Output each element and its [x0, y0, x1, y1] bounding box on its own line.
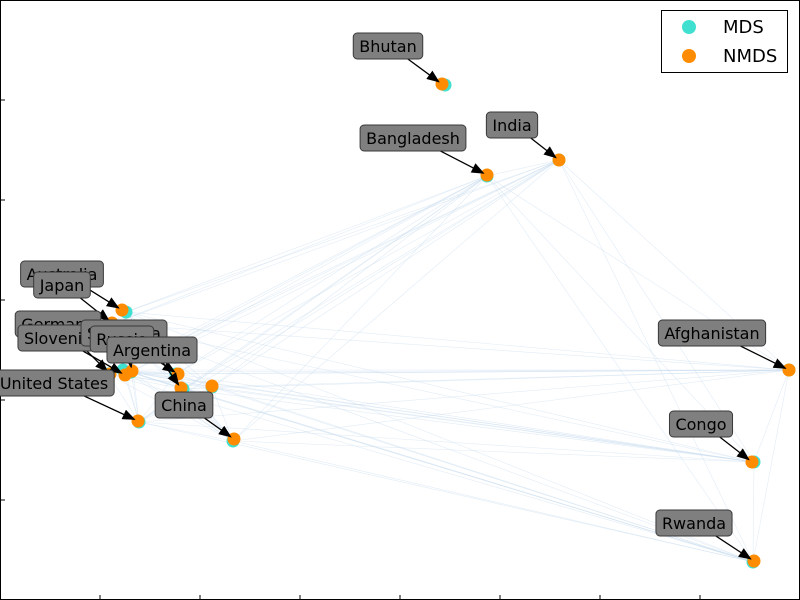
- distance-edge: [125, 311, 755, 463]
- distance-edge: [138, 421, 755, 463]
- annotation-box: [154, 391, 214, 419]
- annotation-box: [352, 32, 424, 60]
- distance-edge: [125, 175, 488, 313]
- annotation-box: [0, 369, 115, 397]
- distance-edges: [107, 159, 790, 563]
- distance-edge: [486, 159, 560, 177]
- annotation-arrow: [161, 361, 180, 386]
- nmds-point: [435, 77, 449, 91]
- nmds-point: [205, 379, 219, 393]
- legend-entry-nmds: NMDS: [662, 44, 787, 68]
- annotation-box: [485, 111, 539, 139]
- distance-edge: [232, 440, 755, 463]
- annotation-congo: Congo: [668, 410, 750, 461]
- nmds-point: [552, 153, 566, 167]
- distance-edge: [130, 369, 790, 373]
- distance-edge: [175, 175, 488, 375]
- distance-edge: [125, 311, 790, 371]
- distance-edge: [122, 159, 560, 371]
- distance-edge: [111, 323, 790, 371]
- annotation-label: United States: [0, 374, 108, 393]
- legend-label-mds: MDS: [723, 17, 764, 38]
- nmds-point: [480, 168, 494, 182]
- annotation-slovenia: Slovenia: [17, 324, 123, 374]
- annotation-label: Rwanda: [662, 514, 726, 533]
- nmds-point: [782, 363, 796, 377]
- distance-edge: [211, 386, 755, 463]
- annotation-united-states: United States: [0, 369, 136, 420]
- annotation-label: Bhutan: [359, 37, 416, 56]
- annotation-box: [106, 336, 198, 364]
- annotation-box: [657, 319, 767, 347]
- distance-edge: [182, 388, 755, 463]
- distance-edge: [130, 159, 560, 373]
- distance-edge: [138, 175, 488, 423]
- distance-edge: [111, 159, 560, 325]
- distance-edge: [107, 373, 754, 563]
- nmds-point: [227, 432, 241, 446]
- distance-edge: [753, 369, 790, 463]
- distance-edge: [752, 369, 790, 563]
- nmds-point: [125, 364, 139, 378]
- legend-marker-mds: [682, 20, 696, 34]
- annotation-argentina: Argentina: [106, 336, 198, 386]
- annotation-label: Bangladesh: [366, 129, 460, 148]
- distance-edge: [130, 371, 140, 423]
- annotation-japan: Japan: [33, 271, 110, 322]
- distance-edge: [138, 159, 560, 423]
- distance-edge: [211, 369, 790, 388]
- annotation-label: China: [161, 396, 207, 415]
- annotation-label: Slovenia: [24, 329, 92, 348]
- annotation-box: [359, 124, 467, 152]
- legend: MDS NMDS: [661, 10, 788, 73]
- nmds-point: [745, 455, 759, 469]
- distance-edge: [138, 421, 754, 563]
- distance-edge: [486, 175, 754, 563]
- distance-edge: [175, 373, 755, 463]
- nmds-point: [131, 414, 145, 428]
- distance-edge: [125, 159, 560, 313]
- annotation-bangladesh: Bangladesh: [359, 124, 485, 174]
- annotation-label: Japan: [39, 276, 85, 295]
- distance-edge: [111, 175, 488, 325]
- distance-edge: [130, 371, 755, 463]
- distance-edge: [138, 369, 790, 423]
- annotation-box: [668, 410, 734, 438]
- nmds-point: [747, 554, 761, 568]
- annotation-box: [33, 271, 91, 299]
- annotation-afghanistan: Afghanistan: [657, 319, 787, 369]
- legend-label-nmds: NMDS: [723, 46, 778, 67]
- distance-edge: [175, 159, 560, 375]
- distance-edge: [232, 369, 790, 442]
- distance-edge: [175, 369, 790, 375]
- distance-edge: [125, 311, 754, 563]
- distance-edge: [182, 159, 560, 390]
- annotation-bhutan: Bhutan: [352, 32, 440, 83]
- annotation-label: Congo: [675, 415, 726, 434]
- annotation-china: China: [154, 391, 232, 438]
- distance-edge: [211, 175, 488, 388]
- legend-entry-mds: MDS: [662, 15, 787, 39]
- annotation-box: [655, 509, 733, 537]
- annotation-label: Argentina: [113, 341, 191, 360]
- distance-edge: [232, 440, 754, 563]
- legend-marker-nmds: [682, 49, 696, 63]
- annotation-label: Afghanistan: [664, 324, 759, 343]
- nmds-point: [115, 303, 129, 317]
- distance-edge: [138, 421, 234, 442]
- distance-edge: [232, 175, 488, 442]
- annotation-rwanda: Rwanda: [655, 509, 752, 560]
- distance-edge: [558, 159, 754, 563]
- annotation-label: India: [492, 116, 531, 135]
- distance-edge: [752, 461, 755, 563]
- distance-edge: [232, 159, 560, 442]
- distance-edge: [130, 371, 184, 390]
- distance-edge: [211, 159, 560, 388]
- distance-edge: [111, 323, 755, 463]
- annotations: BhutanIndiaBangladeshAustraliaJapanGerma…: [0, 32, 787, 560]
- annotation-india: India: [485, 111, 557, 159]
